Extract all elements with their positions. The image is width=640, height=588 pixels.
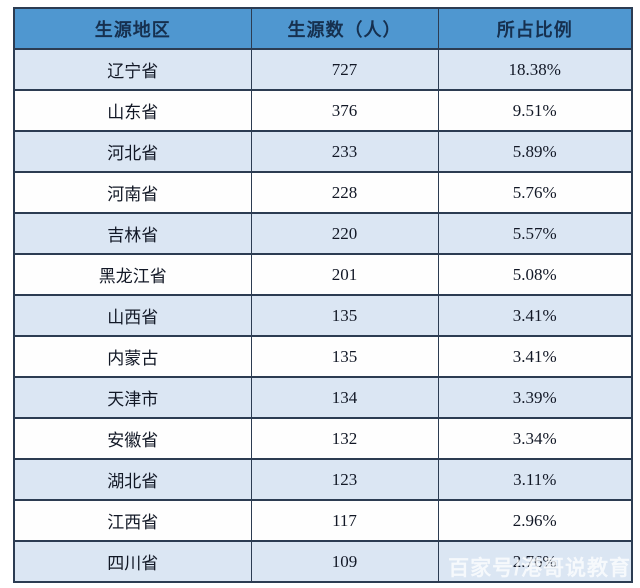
column-header-region: 生源地区 [13,7,252,50]
column-header-percent: 所占比例 [437,7,633,50]
region-cell: 内蒙古 [13,335,252,378]
count-cell: 376 [250,89,439,132]
count-cell: 228 [250,171,439,214]
percent-cell: 5.89% [437,130,633,173]
count-cell: 727 [250,48,439,91]
table-row: 天津市 134 3.39% [13,376,633,419]
region-cell: 湖北省 [13,458,252,501]
count-cell: 233 [250,130,439,173]
region-cell: 河南省 [13,171,252,214]
table-row: 四川省 109 2.76% [13,540,633,583]
percent-cell: 3.41% [437,294,633,337]
region-cell: 四川省 [13,540,252,583]
table-row: 河北省 233 5.89% [13,130,633,173]
count-cell: 123 [250,458,439,501]
table-row: 湖北省 123 3.11% [13,458,633,501]
percent-cell: 3.39% [437,376,633,419]
table-row: 内蒙古 135 3.41% [13,335,633,378]
percent-cell: 5.76% [437,171,633,214]
region-cell: 吉林省 [13,212,252,255]
percent-cell: 9.51% [437,89,633,132]
percent-cell: 3.11% [437,458,633,501]
region-cell: 山东省 [13,89,252,132]
student-source-table: 生源地区 生源数（人） 所占比例 辽宁省 727 18.38% 山东省 376 … [13,7,633,583]
table-row: 山东省 376 9.51% [13,89,633,132]
header-row: 生源地区 生源数（人） 所占比例 [13,7,633,50]
count-cell: 135 [250,335,439,378]
table-row: 江西省 117 2.96% [13,499,633,542]
percent-cell: 18.38% [437,48,633,91]
count-cell: 134 [250,376,439,419]
table-row: 河南省 228 5.76% [13,171,633,214]
count-cell: 201 [250,253,439,296]
table-row: 黑龙江省 201 5.08% [13,253,633,296]
table-body: 辽宁省 727 18.38% 山东省 376 9.51% 河北省 233 5.8… [13,48,633,583]
region-cell: 黑龙江省 [13,253,252,296]
count-cell: 132 [250,417,439,460]
table-header: 生源地区 生源数（人） 所占比例 [13,7,633,50]
region-cell: 安徽省 [13,417,252,460]
region-cell: 河北省 [13,130,252,173]
count-cell: 117 [250,499,439,542]
table-row: 辽宁省 727 18.38% [13,48,633,91]
count-cell: 220 [250,212,439,255]
table-row: 安徽省 132 3.34% [13,417,633,460]
percent-cell: 3.34% [437,417,633,460]
table-row: 吉林省 220 5.57% [13,212,633,255]
count-cell: 135 [250,294,439,337]
count-cell: 109 [250,540,439,583]
percent-cell: 2.96% [437,499,633,542]
region-cell: 山西省 [13,294,252,337]
percent-cell: 5.08% [437,253,633,296]
column-header-count: 生源数（人） [250,7,439,50]
region-cell: 辽宁省 [13,48,252,91]
region-cell: 江西省 [13,499,252,542]
percent-cell: 3.41% [437,335,633,378]
percent-cell: 5.57% [437,212,633,255]
percent-cell: 2.76% [437,540,633,583]
table-row: 山西省 135 3.41% [13,294,633,337]
region-cell: 天津市 [13,376,252,419]
